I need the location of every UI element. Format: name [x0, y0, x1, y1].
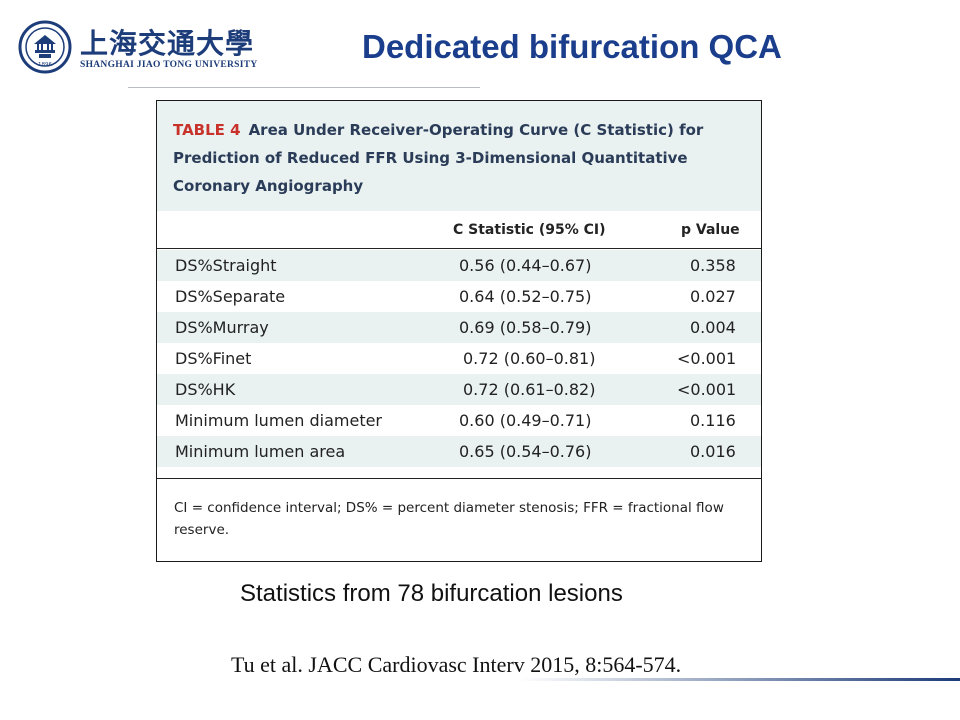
table-footnote: CI = confidence interval; DS% = percent … — [174, 500, 724, 538]
citation: Tu et al. JACC Cardiovasc Interv 2015, 8… — [231, 652, 682, 677]
table-title: Area Under Receiver-Operating Curve (C S… — [173, 121, 704, 195]
column-header-p-value: p Value — [681, 222, 740, 238]
svg-text:1896: 1896 — [38, 62, 52, 68]
table-row: DS%Straight 0.56 (0.44–0.67) 0.358 — [157, 250, 761, 281]
table-label: TABLE 4 — [173, 121, 241, 139]
header-divider — [128, 87, 480, 88]
university-name-chinese: 上海交通大學 — [80, 27, 255, 60]
table-row: Minimum lumen area 0.65 (0.54–0.76) 0.01… — [157, 436, 761, 467]
slide-title: Dedicated bifurcation QCA — [362, 28, 782, 65]
table-row: DS%Separate 0.64 (0.52–0.75) 0.027 — [157, 281, 761, 312]
p-value-cell: <0.001 — [677, 349, 737, 368]
row-label: DS%Murray — [175, 318, 269, 337]
footer-rule — [157, 478, 761, 479]
university-logo: 1896 上海交通大學 SHANGHAI JIAO TONG UNIVERSIT… — [18, 20, 257, 76]
c-statistic-cell: 0.64 (0.52–0.75) — [459, 287, 592, 306]
table-row: Minimum lumen diameter 0.60 (0.49–0.71) … — [157, 405, 761, 436]
table-row: DS%HK 0.72 (0.61–0.82) <0.001 — [157, 374, 761, 405]
c-statistic-cell: 0.69 (0.58–0.79) — [459, 318, 592, 337]
c-statistic-cell: 0.65 (0.54–0.76) — [459, 442, 592, 461]
row-label: DS%Separate — [175, 287, 286, 306]
table-row: DS%Finet 0.72 (0.60–0.81) <0.001 — [157, 343, 761, 374]
university-seal-icon: 1896 — [18, 20, 72, 74]
c-statistic-cell: 0.56 (0.44–0.67) — [459, 256, 592, 275]
header-rule — [157, 248, 761, 249]
c-statistic-cell: 0.60 (0.49–0.71) — [459, 411, 592, 430]
table-figure: TABLE 4 Area Under Receiver-Operating Cur… — [156, 100, 762, 562]
c-statistic-cell: 0.72 (0.60–0.81) — [463, 349, 596, 368]
row-label: DS%Straight — [175, 256, 277, 275]
p-value-cell: <0.001 — [677, 380, 737, 399]
p-value-cell: 0.004 — [690, 318, 736, 337]
table-header-row: C Statistic (95% CI) p Value — [157, 211, 761, 248]
row-label: Minimum lumen area — [175, 442, 346, 461]
row-label: DS%Finet — [175, 349, 252, 368]
university-name-english: SHANGHAI JIAO TONG UNIVERSITY — [80, 60, 258, 70]
p-value-cell: 0.358 — [690, 256, 736, 275]
p-value-cell: 0.116 — [690, 411, 736, 430]
row-label: Minimum lumen diameter — [175, 411, 383, 430]
p-value-cell: 0.027 — [690, 287, 736, 306]
c-statistic-cell: 0.72 (0.61–0.82) — [463, 380, 596, 399]
row-label: DS%HK — [175, 380, 236, 399]
p-value-cell: 0.016 — [690, 442, 736, 461]
statistics-note: Statistics from 78 bifurcation lesions — [240, 580, 623, 607]
table-row: DS%Murray 0.69 (0.58–0.79) 0.004 — [157, 312, 761, 343]
table-caption: TABLE 4 Area Under Receiver-Operating Cur… — [157, 101, 761, 211]
column-header-c-statistic: C Statistic (95% CI) — [453, 222, 606, 238]
bottom-accent-bar — [520, 678, 960, 681]
